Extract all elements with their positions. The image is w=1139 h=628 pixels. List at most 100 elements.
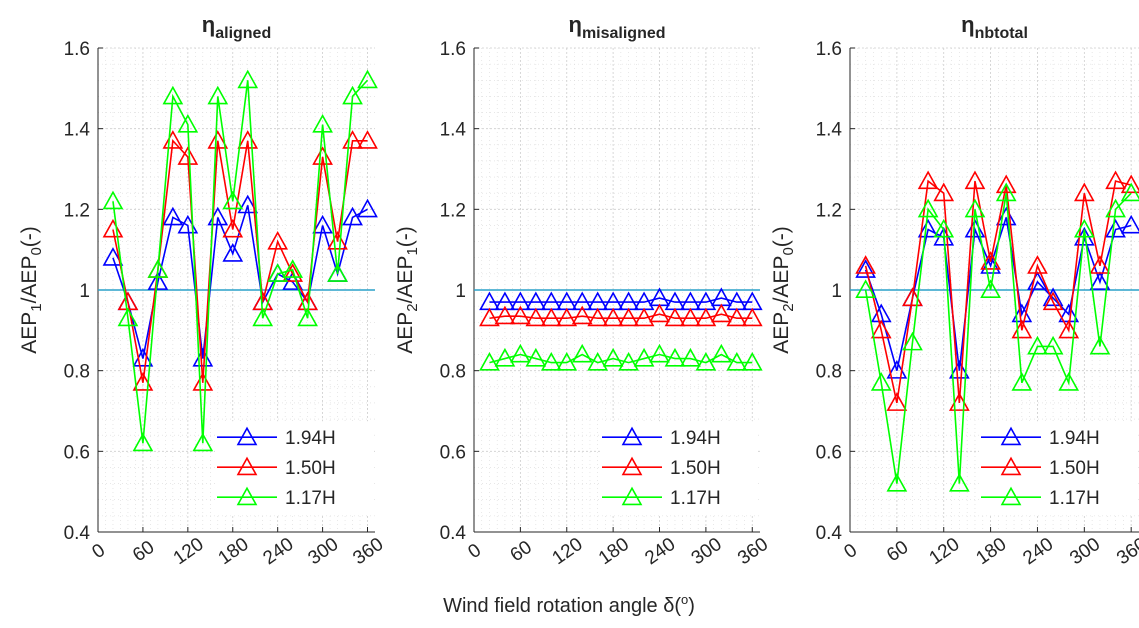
data-point (510, 305, 531, 325)
panel-title-sub: misaligned (582, 25, 666, 42)
data-point (695, 307, 717, 327)
x-tick-label: 180 (972, 534, 1010, 569)
data-point (587, 291, 609, 311)
data-point (1120, 182, 1139, 202)
panel-title-main: η (568, 12, 581, 37)
data-point (252, 307, 274, 327)
data-point (222, 243, 244, 262)
y-tick-label: 0.6 (440, 442, 466, 463)
y-tick-label: 1 (831, 281, 842, 302)
data-point (995, 182, 1017, 202)
data-point (510, 343, 531, 363)
data-point (870, 319, 892, 339)
series-line (864, 179, 1132, 404)
data-point (1042, 287, 1064, 307)
data-point (948, 360, 970, 379)
data-point (327, 230, 348, 250)
y-tick-label: 1.6 (64, 39, 90, 60)
data-point (741, 351, 763, 371)
data-point (680, 291, 701, 311)
data-point (494, 347, 516, 367)
legend-label: 1.94H (1049, 428, 1100, 449)
data-point (117, 307, 139, 327)
data-point (710, 303, 732, 323)
legend-marker (621, 486, 643, 506)
data-point (147, 271, 169, 290)
data-point (525, 347, 547, 367)
data-point (1042, 335, 1064, 355)
data-point (1089, 255, 1111, 274)
x-tick-label: 180 (595, 534, 633, 569)
legend-label: 1.50H (285, 458, 336, 479)
data-point (855, 279, 876, 299)
legend-marker (621, 456, 643, 476)
data-point (964, 198, 986, 218)
y-axis-label-part: (-) (770, 226, 793, 247)
data-point (964, 170, 986, 190)
data-point (618, 291, 639, 311)
data-point (587, 351, 609, 371)
series-1.17H (855, 182, 1139, 492)
x-axis-label-tail: ) (688, 595, 695, 617)
x-tick-label: 300 (1066, 534, 1104, 569)
x-tick-label: 120 (170, 534, 208, 569)
data-point (327, 263, 348, 282)
series-line (489, 353, 753, 364)
data-point (342, 85, 363, 105)
data-point (1073, 182, 1095, 202)
data-point (571, 291, 593, 311)
y-axis-label-subscript: 0 (28, 247, 45, 255)
data-point (680, 347, 701, 367)
data-point (540, 307, 562, 327)
legend-label: 1.17H (1049, 488, 1100, 509)
y-tick-label: 1.4 (440, 120, 467, 141)
data-point (664, 307, 686, 327)
y-tick-label: 1.2 (64, 200, 90, 221)
legend: 1.94H 1.50H 1.17H (215, 421, 373, 516)
y-axis-label-part: /AEP (18, 256, 41, 304)
data-point (649, 343, 670, 363)
x-axis-label-main: Wind field rotation angle δ( (443, 595, 681, 617)
data-point (855, 255, 876, 274)
series-1.50H (479, 303, 763, 327)
x-tick-label: 120 (926, 534, 964, 569)
data-point (917, 170, 939, 190)
y-tick-label: 1.6 (440, 39, 466, 60)
legend: 1.94H 1.50H 1.17H (979, 421, 1137, 516)
series-1.17H (102, 69, 378, 452)
data-point (540, 291, 562, 311)
data-point (207, 130, 229, 149)
panel-title-sub: nbtotal (975, 25, 1028, 42)
legend-marker (1000, 426, 1022, 446)
y-axis-label-subscript: 2 (780, 303, 797, 311)
data-point (602, 307, 624, 327)
x-tick-label: 240 (1019, 534, 1057, 569)
y-tick-label: 1.4 (64, 120, 91, 141)
panel-3: 0.40.60.811.21.41.60 60 120 180 240 300 3601.9… (770, 12, 1139, 569)
data-point (342, 130, 363, 149)
x-tick-label: 60 (883, 537, 912, 566)
data-point (1027, 335, 1048, 355)
series-line (112, 79, 369, 444)
y-tick-label: 0.4 (440, 523, 467, 544)
x-tick-label: 300 (304, 534, 342, 569)
data-point (1058, 372, 1080, 391)
data-point (357, 130, 378, 149)
x-tick-label: 120 (549, 534, 587, 569)
x-axis-label-sup: o (681, 592, 688, 607)
y-tick-label: 0.8 (816, 362, 842, 383)
x-tick-label: 0 (88, 540, 109, 563)
data-point (1073, 218, 1095, 238)
data-point (995, 174, 1017, 194)
y-axis-label-part: (-) (394, 226, 417, 247)
data-point (1027, 255, 1048, 274)
x-tick-label: 60 (129, 537, 158, 566)
legend-label: 1.94H (670, 428, 721, 449)
data-point (1042, 291, 1064, 311)
y-axis-label-part: /AEP (394, 256, 417, 304)
panel-title-main: η (961, 12, 974, 37)
data-point (192, 432, 214, 452)
x-tick-label: 360 (1113, 534, 1139, 569)
y-axis-label-subscript: 1 (28, 303, 45, 311)
series-line (489, 297, 753, 303)
